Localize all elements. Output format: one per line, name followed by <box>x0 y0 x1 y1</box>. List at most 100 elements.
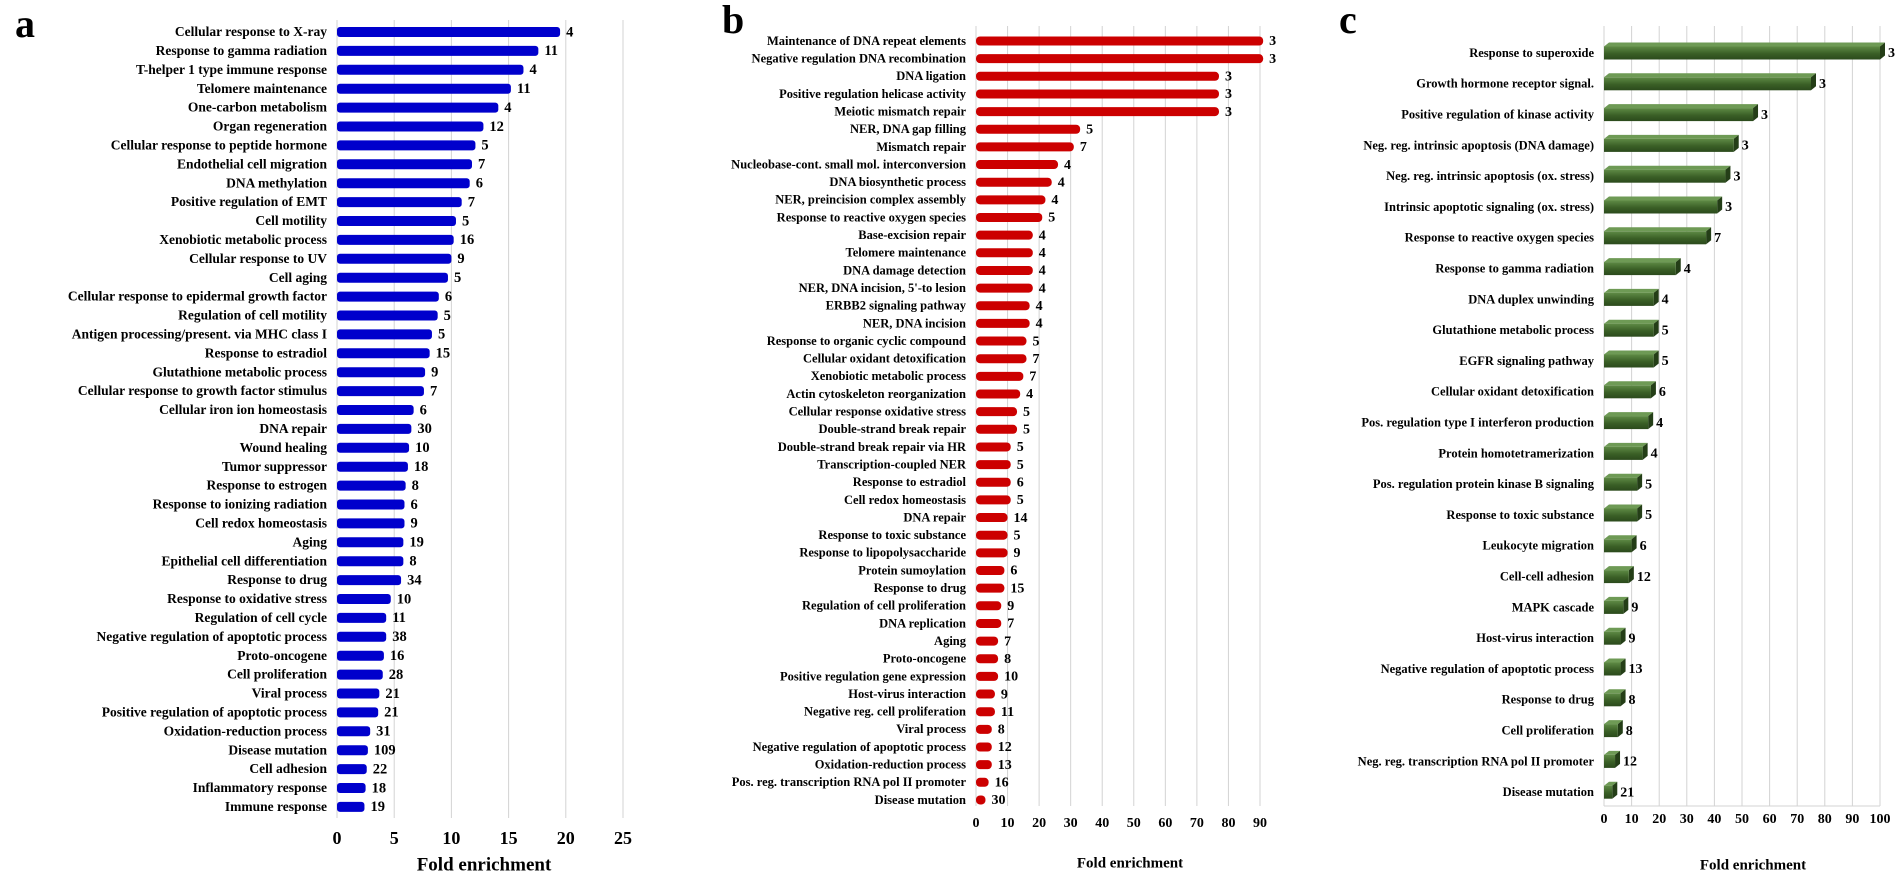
bar <box>337 386 424 397</box>
bar-3d-side <box>1604 134 1739 152</box>
bar <box>337 764 367 775</box>
bar <box>337 480 406 491</box>
bar-3d-side <box>1604 504 1643 522</box>
category-label: Immune response <box>225 799 327 814</box>
bar <box>337 442 410 453</box>
bar <box>1604 77 1811 91</box>
category-label: Pos. regulation type I interferon produc… <box>1361 415 1594 429</box>
bar <box>976 442 1011 452</box>
data-label: 7 <box>1029 370 1036 385</box>
bar <box>1604 108 1754 122</box>
data-label: 5 <box>1086 122 1093 137</box>
category-label: Response to gamma radiation <box>156 43 328 58</box>
category-label: Response to reactive oxygen species <box>1405 231 1594 245</box>
data-label: 10 <box>1004 670 1018 685</box>
bar-3d-side <box>1604 535 1637 553</box>
category-label: Positive regulation of EMT <box>171 194 327 209</box>
x-tick-label: 15 <box>500 828 518 848</box>
data-label: 34 <box>407 572 422 588</box>
category-label: Response to superoxide <box>1469 46 1594 60</box>
data-label: 16 <box>995 776 1009 791</box>
data-label: 7 <box>1004 634 1011 649</box>
bar <box>337 348 430 359</box>
category-label: Regulation of cell proliferation <box>802 599 966 613</box>
data-label: 3 <box>1819 77 1826 92</box>
category-label: Cellular response to X-ray <box>175 24 327 39</box>
data-label: 7 <box>1032 352 1039 367</box>
category-label: ERBB2 signaling pathway <box>826 299 967 313</box>
category-label: Antigen processing/present. via MHC clas… <box>72 326 327 341</box>
category-label: NER, DNA gap filling <box>850 122 967 136</box>
panel-label: a <box>15 1 35 46</box>
bar <box>1604 46 1880 60</box>
category-label: DNA repair <box>903 510 966 524</box>
data-label: 13 <box>1629 662 1643 677</box>
category-label: Host-virus interaction <box>1476 631 1594 645</box>
bar <box>337 178 470 189</box>
data-label: 7 <box>1007 617 1014 632</box>
data-label: 38 <box>392 629 407 645</box>
data-label: 6 <box>1659 385 1666 400</box>
data-label: 4 <box>1051 193 1058 208</box>
data-label: 5 <box>1645 477 1652 492</box>
data-label: 7 <box>1714 231 1721 246</box>
category-label: Cell motility <box>255 213 327 228</box>
category-label: Oxidation-reduction process <box>815 758 966 772</box>
data-label: 4 <box>1026 387 1033 402</box>
data-label: 4 <box>1662 293 1669 308</box>
data-label: 7 <box>430 383 437 399</box>
data-label: 3 <box>1225 87 1232 102</box>
bar <box>337 726 371 737</box>
bar <box>337 669 383 680</box>
bar <box>1604 539 1632 553</box>
x-tick-label: 0 <box>333 828 342 848</box>
category-label: NER, DNA incision, 5'-to lesion <box>799 281 966 295</box>
x-tick-label: 90 <box>1253 816 1267 831</box>
bar <box>976 354 1027 364</box>
category-label: Cellular iron ion homeostasis <box>159 402 327 417</box>
bar <box>1604 292 1654 306</box>
x-tick-label: 20 <box>1032 816 1046 831</box>
bar <box>976 265 1033 275</box>
data-label: 11 <box>517 81 531 97</box>
bar <box>337 556 404 567</box>
bar <box>976 495 1011 505</box>
bar <box>1604 508 1638 522</box>
bar <box>976 89 1219 99</box>
bar <box>976 707 995 717</box>
bar <box>976 318 1030 328</box>
bar-3d-side <box>1604 350 1659 368</box>
data-label: 3 <box>1725 200 1732 215</box>
x-axis-title: Fold enrichment <box>417 854 552 875</box>
bar-3d-side <box>1604 73 1816 91</box>
data-label: 6 <box>1010 564 1017 579</box>
bar <box>976 371 1024 381</box>
bar <box>976 160 1059 170</box>
data-label: 8 <box>409 554 416 570</box>
data-label: 5 <box>1017 458 1024 473</box>
bar <box>337 253 452 264</box>
category-label: Transcription-coupled NER <box>817 457 967 471</box>
category-label: Regulation of cell cycle <box>195 610 327 625</box>
category-label: DNA ligation <box>896 69 966 83</box>
bar <box>337 537 404 548</box>
bar <box>337 83 511 94</box>
bar <box>1604 138 1734 152</box>
category-label: Cellular response to UV <box>189 251 327 266</box>
bar <box>1604 323 1654 337</box>
category-label: Cellular response to epidermal growth fa… <box>68 289 327 304</box>
bar <box>1604 231 1707 245</box>
bar <box>976 54 1264 64</box>
data-label: 4 <box>1036 317 1043 332</box>
bar <box>976 107 1219 117</box>
category-label: Response to toxic substance <box>1446 508 1594 522</box>
bar-3d-side <box>1604 566 1634 584</box>
data-label: 19 <box>370 799 385 815</box>
data-label: 8 <box>412 478 419 494</box>
category-label: Telomere maintenance <box>197 81 327 96</box>
bar-3d-side <box>1604 442 1648 460</box>
data-label: 3 <box>1269 34 1276 49</box>
category-label: Pos. regulation protein kinase B signali… <box>1373 477 1595 491</box>
bar <box>976 689 995 699</box>
category-label: Glutathione metabolic process <box>1432 323 1594 337</box>
